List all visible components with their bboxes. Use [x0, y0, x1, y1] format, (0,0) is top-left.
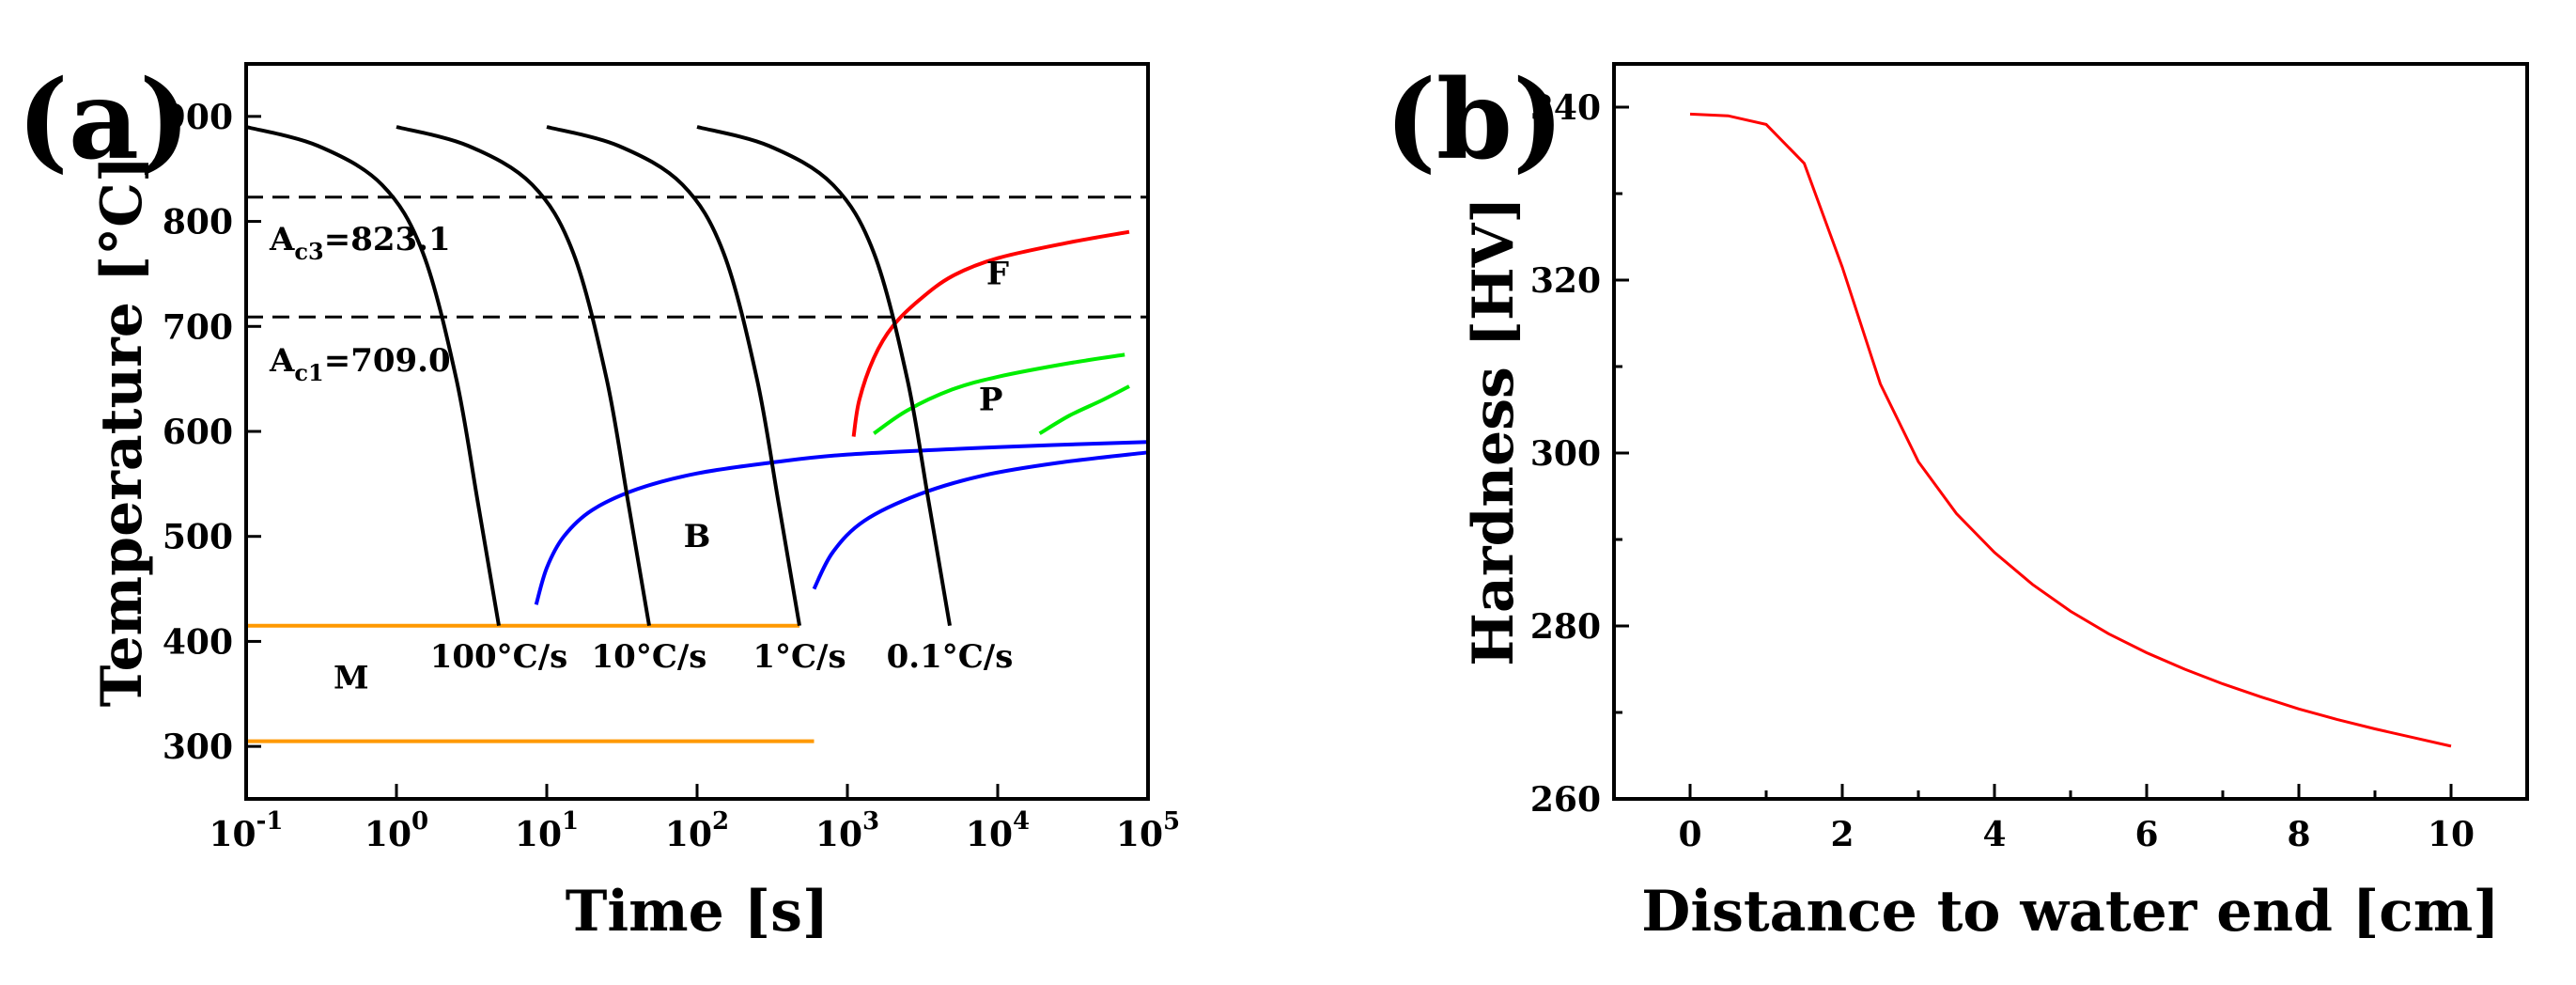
- hardness-line: [1689, 112, 2452, 748]
- x-tick-label: 4: [1982, 815, 2006, 854]
- x-tick-label: 105: [1116, 807, 1180, 854]
- y-tick-label: 340: [1530, 88, 1601, 128]
- x-tick-label: 8: [2287, 815, 2310, 854]
- cooling-rate-label: 0.1°C/s: [887, 638, 1014, 676]
- cooling-rate-label: 1°C/s: [753, 638, 846, 676]
- panel-b-tick-labels: 0 2 4 6 8 10 260 280 300 320 340: [1530, 88, 2475, 854]
- x-tick-label: 0: [1678, 815, 1701, 854]
- x-tick-label: 6: [2134, 815, 2158, 854]
- cooling-curve-0: [245, 125, 501, 627]
- panel-a-plot-frame: [244, 62, 1150, 801]
- cooling-rate-label: 10°C/s: [592, 638, 707, 676]
- y-tick-label: 280: [1530, 607, 1601, 647]
- x-tick-label: 100: [365, 807, 428, 854]
- panel-a: (a) Ac3=823.1 Ac1=709.0 100°C/s 10°C/s 1°C/s…: [17, 56, 1180, 945]
- y-tick-label: 900: [163, 98, 233, 137]
- region-label-f: F: [986, 256, 1009, 293]
- y-tick-label: 400: [163, 622, 233, 662]
- y-tick-label: 320: [1530, 261, 1601, 301]
- y-tick-label: 700: [163, 307, 233, 347]
- x-tick-label: 10-1: [209, 807, 284, 854]
- curve-p-finish: [1038, 384, 1130, 435]
- cooling-curve-2: [546, 125, 801, 627]
- panel-a-tick-labels: 10-1 100 101 102 103 104 105 300 400 500 600 700 800…: [163, 98, 1180, 854]
- panel-a-x-axis-title: Time [s]: [566, 879, 830, 945]
- region-label-m: M: [334, 660, 369, 697]
- cooling-rate-label: 100°C/s: [430, 638, 568, 676]
- x-tick-label: 2: [1830, 815, 1854, 854]
- ref-label-ac1: Ac1=709.0: [269, 342, 451, 386]
- panel-label-a: (a): [17, 56, 191, 184]
- y-tick-label: 300: [163, 727, 233, 767]
- y-tick-label: 800: [163, 203, 233, 242]
- panel-a-ticks: [244, 115, 1150, 799]
- panel-b-ticks: [1614, 105, 2453, 801]
- region-label-p: P: [979, 382, 1003, 419]
- x-tick-label: 101: [515, 807, 579, 854]
- curve-b-start: [534, 440, 1149, 605]
- x-tick-label: 103: [815, 807, 879, 854]
- panel-b-y-axis-title: Hardness [HV]: [1461, 196, 1527, 665]
- panel-b-plot-content: [1689, 112, 2452, 748]
- cooling-curve-3: [696, 125, 952, 627]
- curve-b-finish: [812, 450, 1149, 590]
- y-tick-label: 300: [1530, 434, 1601, 474]
- y-tick-label: 260: [1530, 780, 1601, 820]
- curve-p-start: [873, 352, 1125, 435]
- cooling-curve-1: [396, 125, 651, 627]
- panel-a-y-axis-title: Temperature [°C]: [89, 156, 155, 708]
- panel-a-plot-content: Ac3=823.1 Ac1=709.0 100°C/s 10°C/s 1°C/s 0.1°…: [245, 125, 1149, 743]
- curve-f: [851, 229, 1130, 437]
- panel-b-x-axis-title: Distance to water end [cm]: [1641, 879, 2499, 945]
- y-tick-label: 500: [163, 518, 233, 557]
- ref-label-ac3: Ac3=823.1: [269, 221, 451, 265]
- x-tick-label: 10: [2428, 815, 2475, 854]
- panel-b: (b) 0 2 4 6 8 10 260 280 300 320 340 Distance to w…: [1385, 56, 2529, 945]
- region-label-b: B: [684, 518, 711, 555]
- x-tick-label: 102: [665, 807, 729, 854]
- x-tick-label: 104: [966, 807, 1030, 854]
- y-tick-label: 600: [163, 413, 233, 452]
- panel-label-b: (b): [1385, 56, 1564, 184]
- panel-b-plot-frame: [1612, 62, 2529, 801]
